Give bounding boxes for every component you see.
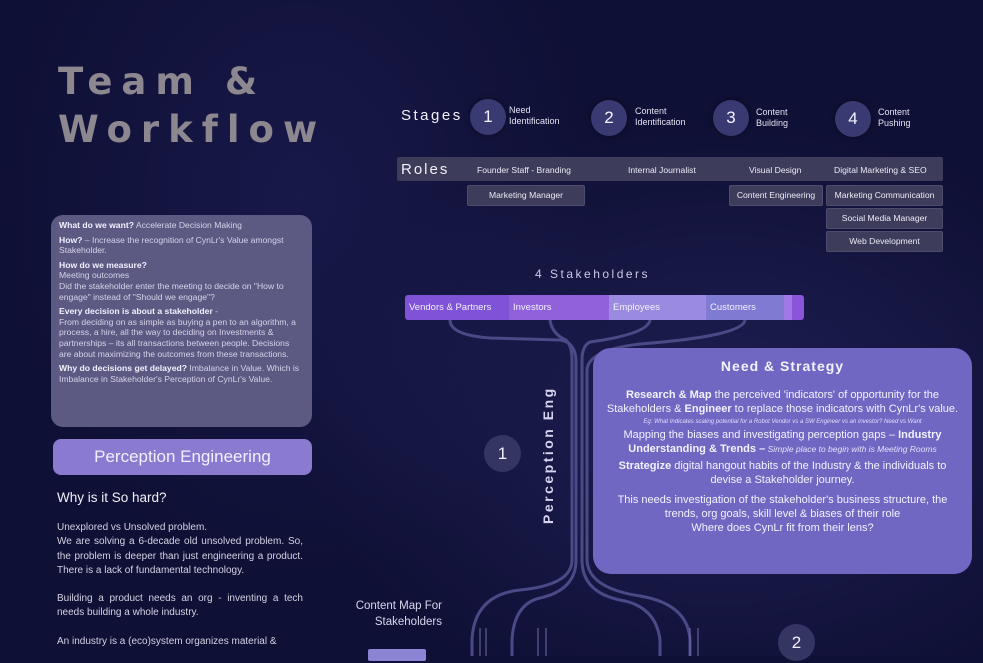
need-engineer-bold: Engineer <box>684 403 732 415</box>
stage-3-label: Content Building <box>756 107 789 128</box>
info-what: What do we want? Accelerate Decision Mak… <box>59 220 304 231</box>
stage-2-label: Content Identification <box>635 106 686 127</box>
role-digital-marketing: Digital Marketing & SEO <box>834 165 927 175</box>
why-paragraph-3: An industry is a (eco)system organizes m… <box>57 635 277 647</box>
why-text: Unexplored vs Unsolved problem. We are s… <box>57 521 303 663</box>
page-title: Team & Workflow <box>58 58 326 154</box>
stakeholder-vendors[interactable]: Vendors & Partners <box>405 295 509 320</box>
stage-2-circle[interactable]: 2 <box>591 100 627 136</box>
need-research-text: the perceived 'indicators' of opportunit… <box>606 389 939 415</box>
need-industry-italic: Simple place to begin with is Meeting Ro… <box>765 444 937 454</box>
info-question: Why do decisions get delayed? <box>59 363 187 374</box>
need-example-note: Eg: What Indicates scaling potential for… <box>643 419 922 425</box>
content-map-tab[interactable] <box>368 649 426 661</box>
need-strategize-paragraph: Strategize digital hangout habits of the… <box>605 459 960 487</box>
why-paragraph-1: Unexplored vs Unsolved problem. We are s… <box>57 522 303 576</box>
stakeholder-customers[interactable]: Customers <box>706 295 784 320</box>
stage-3-circle[interactable]: 3 <box>713 100 749 136</box>
stages-label: Stages <box>401 107 463 124</box>
info-answer: Accelerate Decision Making <box>133 220 242 230</box>
role-social-media-manager: Social Media Manager <box>826 208 943 229</box>
role-founder-staff: Founder Staff - Branding <box>477 165 571 175</box>
need-research-paragraph: Research & Map the perceived 'indicators… <box>605 388 960 416</box>
stakeholders-label: 4 Stakeholders <box>535 267 651 281</box>
info-question: How? <box>59 234 83 245</box>
stage-4-circle[interactable]: 4 <box>835 101 871 137</box>
perception-eng-vertical-label: Perception Eng <box>540 386 556 525</box>
stakeholder-bar-accent-1 <box>784 295 792 320</box>
title-line-2: Workflow <box>58 108 327 151</box>
info-how: How? – Increase the recognition of CynLr… <box>59 235 304 256</box>
info-answer: – Increase the recognition of CynLr's Va… <box>59 234 284 256</box>
role-marketing-communication: Marketing Communication <box>826 185 943 206</box>
stakeholders-bar: Vendors & Partners Investors Employees C… <box>405 295 804 320</box>
perception-engineering-button[interactable]: Perception Engineering <box>53 439 312 475</box>
info-question: What do we want? <box>59 220 134 230</box>
stakeholder-employees[interactable]: Employees <box>609 295 706 320</box>
need-industry-bold: Industry Understanding & Trends – <box>628 429 942 455</box>
roles-label: Roles <box>401 161 450 178</box>
step-1-circle[interactable]: 1 <box>484 435 521 472</box>
need-engineer-text: to replace those indicators with CynLr's… <box>731 403 959 415</box>
info-answer: - From deciding on as simple as buying a… <box>59 306 296 359</box>
role-internal-journalist: Internal Journalist <box>628 165 696 175</box>
goals-info-box: What do we want? Accelerate Decision Mak… <box>51 215 312 427</box>
info-question: Every decision is about a stakeholder <box>59 306 213 317</box>
stakeholder-investors[interactable]: Investors <box>509 295 609 320</box>
role-marketing-manager: Marketing Manager <box>467 185 585 206</box>
info-measure: How do we measure? Meeting outcomes Did t… <box>59 260 304 302</box>
stage-1-label: Need Identification <box>509 105 560 126</box>
need-investigation-paragraph: This needs investigation of the stakehol… <box>617 494 948 534</box>
need-strategize-text: digital hangout habits of the Industry &… <box>671 460 947 486</box>
role-content-engineering: Content Engineering <box>729 185 823 206</box>
need-strategy-title: Need & Strategy <box>720 358 845 374</box>
role-web-development: Web Development <box>826 231 943 252</box>
info-question: How do we measure? <box>59 259 147 270</box>
need-research-bold: Research & Map <box>626 389 712 401</box>
info-decision: Every decision is about a stakeholder - … <box>59 306 304 359</box>
info-answer: Meeting outcomes Did the stakeholder ent… <box>59 270 284 302</box>
title-line-1: Team & <box>58 60 267 103</box>
info-delay: Why do decisions get delayed? Imbalance … <box>59 363 304 384</box>
need-strategize-bold: Strategize <box>618 460 672 472</box>
stakeholder-bar-accent-2 <box>792 295 804 320</box>
stage-4-label: Content Pushing <box>878 107 911 128</box>
info-answer: Imbalance in Value. Which is Imbalance i… <box>59 363 300 384</box>
need-mapping-paragraph: Mapping the biases and investigating per… <box>605 428 960 456</box>
why-paragraph-2: Building a product needs an org - invent… <box>57 593 303 619</box>
why-heading: Why is it So hard? <box>57 490 167 505</box>
need-mapping-text: Mapping the biases and investigating per… <box>623 429 899 441</box>
stage-1-circle[interactable]: 1 <box>470 99 506 135</box>
role-visual-design: Visual Design <box>749 165 802 175</box>
need-strategy-box: Need & Strategy Research & Map the perce… <box>593 348 972 574</box>
roles-bar <box>397 157 943 181</box>
content-map-label: Content Map For Stakeholders <box>355 600 442 628</box>
step-2-circle[interactable]: 2 <box>778 624 815 661</box>
